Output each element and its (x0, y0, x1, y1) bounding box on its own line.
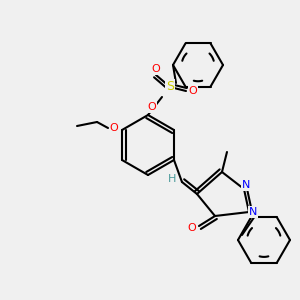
Text: O: O (148, 102, 156, 112)
Text: O: O (152, 64, 160, 74)
Text: N: N (242, 180, 250, 190)
Text: O: O (189, 86, 197, 96)
Text: O: O (188, 223, 196, 233)
Text: N: N (249, 207, 257, 217)
Text: S: S (166, 80, 174, 94)
Text: H: H (168, 174, 176, 184)
Text: O: O (110, 123, 118, 133)
